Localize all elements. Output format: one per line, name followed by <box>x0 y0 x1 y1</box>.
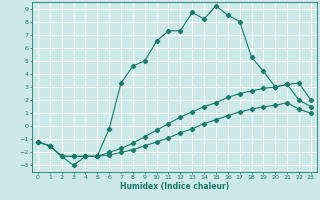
X-axis label: Humidex (Indice chaleur): Humidex (Indice chaleur) <box>120 182 229 191</box>
